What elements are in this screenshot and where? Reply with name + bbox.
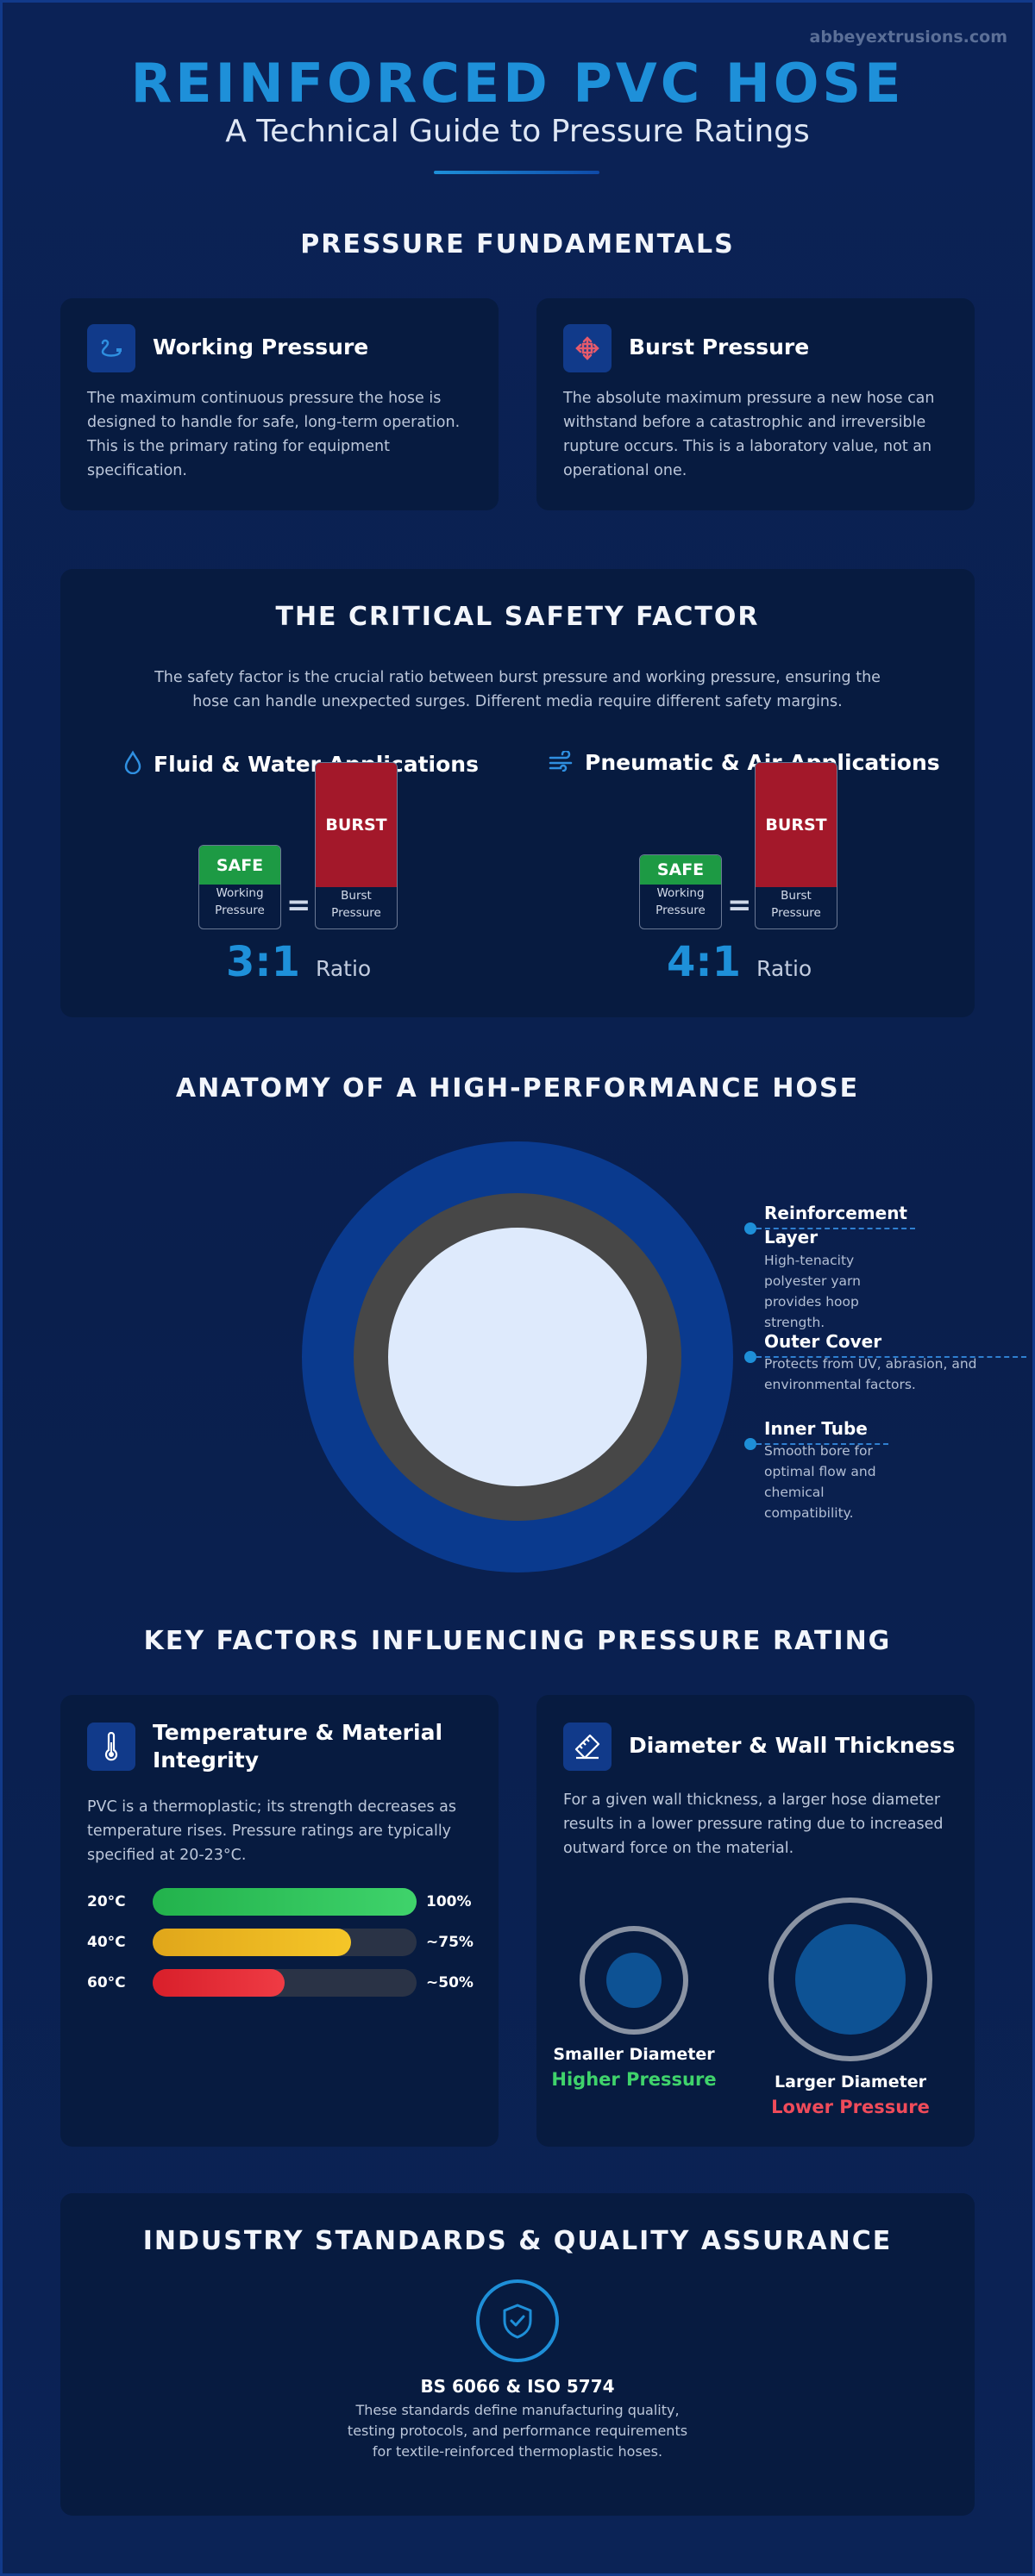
- temperature-bar-label: 20°C: [87, 1893, 126, 1910]
- temperature-title: Temperature & Material Integrity: [153, 1720, 443, 1773]
- outer-cover-title: Outer Cover: [764, 1331, 882, 1352]
- small-diameter-label: Smaller Diameter: [553, 2045, 715, 2064]
- temperature-bar-track: [153, 1969, 417, 1997]
- standards-title: BS 6066 & ISO 5774: [420, 2376, 615, 2397]
- inner-tube-body: Smooth bore for optimal flow and chemica…: [764, 1443, 876, 1521]
- safety-heading: THE CRITICAL SAFETY FACTOR: [275, 602, 760, 632]
- fluid-ratio: 3:1 Ratio: [226, 938, 371, 986]
- site-url[interactable]: abbeyextrusions.com: [809, 28, 1007, 47]
- safety-intro: The safety factor is the crucial ratio b…: [154, 669, 881, 710]
- working-pressure-card: Working Pressure The maximum continuous …: [60, 298, 499, 510]
- pneumatic-equals-sign: =: [727, 888, 752, 922]
- burst-pressure-title: Burst Pressure: [629, 335, 810, 360]
- temperature-bar-fill: [153, 1929, 351, 1956]
- fluid-burst-pill: BURST Burst Pressure: [315, 762, 398, 929]
- temperature-bar-row: 20°C 100%: [87, 1888, 475, 1916]
- inner-tube-title: Inner Tube: [764, 1418, 868, 1439]
- temperature-bar-row: 60°C ~50%: [87, 1969, 475, 1997]
- pneumatic-burst-label: BURST: [756, 763, 837, 887]
- burst-pressure-card: Burst Pressure The absolute maximum pres…: [536, 298, 975, 510]
- small-diameter-result: Higher Pressure: [551, 2069, 717, 2090]
- working-pressure-body: The maximum continuous pressure the hose…: [87, 390, 461, 479]
- temperature-bar-label: 60°C: [87, 1974, 126, 1991]
- small-diameter-diagram: [580, 1926, 688, 2035]
- fluid-working-label: Working Pressure: [215, 886, 265, 917]
- pneumatic-ratio: 4:1 Ratio: [667, 938, 812, 986]
- ruler-icon: [563, 1723, 612, 1771]
- reinforcement-dot: [744, 1222, 756, 1235]
- outer-cover-dot: [744, 1351, 756, 1363]
- temperature-bar-percent: ~50%: [426, 1974, 474, 1991]
- reinforcement-body: High-tenacity polyester yarn provides ho…: [764, 1253, 861, 1330]
- pneumatic-working-pill: SAFE Working Pressure: [639, 854, 722, 929]
- fluid-safe-label: SAFE: [199, 846, 280, 885]
- shield-check-icon: [476, 2279, 559, 2362]
- inner-tube-core: [388, 1228, 647, 1486]
- fluid-ratio-value: 3:1: [226, 938, 300, 986]
- factors-heading: KEY FACTORS INFLUENCING PRESSURE RATING: [143, 1626, 892, 1656]
- title-divider: [434, 171, 599, 174]
- safety-factor-card: THE CRITICAL SAFETY FACTOR The safety fa…: [60, 569, 975, 1017]
- burst-pressure-body: The absolute maximum pressure a new hose…: [563, 390, 935, 479]
- fluid-applications-heading: Fluid & Water Applications: [122, 750, 479, 778]
- temperature-bar-label: 40°C: [87, 1934, 126, 1951]
- pneumatic-ratio-word: Ratio: [756, 956, 812, 981]
- outer-cover-body: Protects from UV, abrasion, and environm…: [764, 1356, 977, 1392]
- inner-tube-leader: [756, 1443, 888, 1445]
- temperature-card: Temperature & Material Integrity PVC is …: [60, 1695, 499, 2147]
- diameter-body: For a given wall thickness, a larger hos…: [563, 1791, 944, 1857]
- pneumatic-burst-pressure-label: Burst Pressure: [771, 889, 821, 920]
- reinforcement-leader: [756, 1228, 915, 1229]
- pneumatic-ratio-value: 4:1: [667, 938, 741, 986]
- standards-body: These standards define manufacturing qua…: [347, 2402, 688, 2460]
- page-title: REINFORCED PVC HOSE: [130, 52, 905, 115]
- hose-icon: [87, 324, 135, 372]
- standards-heading: INDUSTRY STANDARDS & QUALITY ASSURANCE: [142, 2226, 893, 2256]
- fluid-burst-label: BURST: [316, 763, 397, 887]
- standards-card: INDUSTRY STANDARDS & QUALITY ASSURANCE B…: [60, 2193, 975, 2516]
- pneumatic-applications-heading: Pneumatic & Air Applications: [549, 749, 940, 775]
- fundamentals-heading: PRESSURE FUNDAMENTALS: [300, 229, 735, 259]
- pneumatic-safe-label: SAFE: [640, 855, 721, 885]
- temperature-bar-percent: 100%: [426, 1893, 472, 1910]
- fluid-ratio-word: Ratio: [316, 956, 372, 981]
- hose-cross-section: [302, 1141, 733, 1572]
- diameter-title: Diameter & Wall Thickness: [629, 1733, 956, 1758]
- temperature-bar-fill: [153, 1969, 285, 1997]
- temperature-bar-track: [153, 1888, 417, 1916]
- reinforcement-title: Reinforcement Layer: [764, 1203, 907, 1247]
- temperature-body: PVC is a thermoplastic; its strength dec…: [87, 1798, 456, 1864]
- wind-icon: [549, 749, 574, 775]
- large-diameter-diagram: [768, 1898, 932, 2061]
- pneumatic-burst-pill: BURST Burst Pressure: [755, 762, 837, 929]
- temperature-bar-track: [153, 1929, 417, 1956]
- inner-tube-dot: [744, 1438, 756, 1450]
- water-drop-icon: [122, 750, 143, 778]
- thermometer-icon: [87, 1723, 135, 1771]
- anatomy-heading: ANATOMY OF A HIGH-PERFORMANCE HOSE: [175, 1073, 860, 1104]
- working-pressure-title: Working Pressure: [153, 335, 369, 360]
- fluid-burst-pressure-label: Burst Pressure: [331, 889, 381, 920]
- burst-icon: [563, 324, 612, 372]
- temperature-bar-row: 40°C ~75%: [87, 1929, 475, 1956]
- diameter-card: Diameter & Wall Thickness For a given wa…: [536, 1695, 975, 2147]
- large-diameter-label: Larger Diameter: [775, 2073, 926, 2091]
- outer-cover-leader: [756, 1356, 1026, 1358]
- fluid-equals-sign: =: [286, 888, 311, 922]
- temperature-bar-percent: ~75%: [426, 1934, 474, 1951]
- pneumatic-working-label: Working Pressure: [656, 886, 706, 917]
- large-diameter-result: Lower Pressure: [771, 2097, 930, 2117]
- fluid-working-pill: SAFE Working Pressure: [198, 845, 281, 929]
- temperature-bar-fill: [153, 1888, 417, 1916]
- page-subtitle: A Technical Guide to Pressure Ratings: [225, 114, 810, 149]
